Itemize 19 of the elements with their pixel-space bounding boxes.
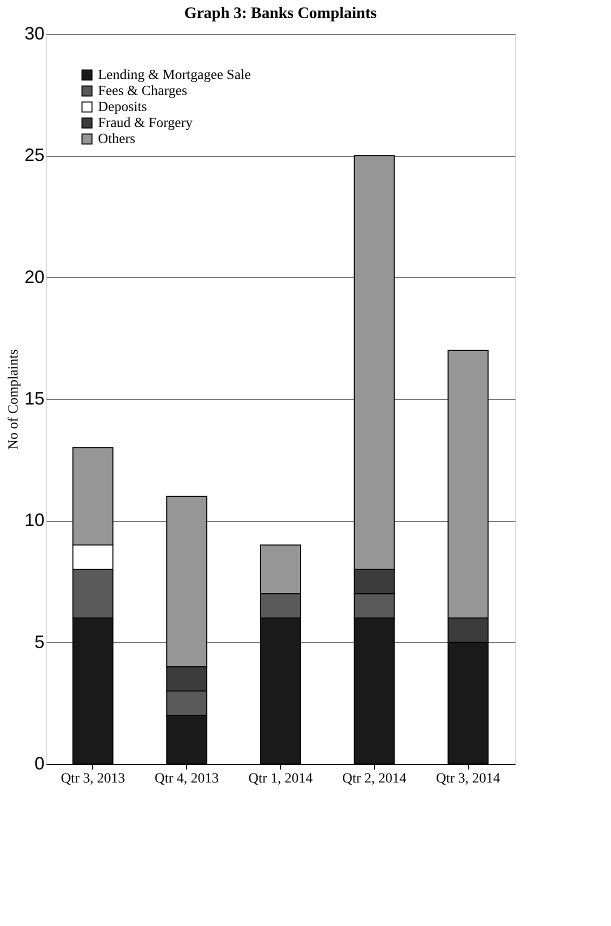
x-tick-label: Qtr 3, 2014 [436, 772, 500, 786]
y-tick-label: 0 [34, 754, 44, 774]
y-tick-label: 15 [24, 388, 44, 408]
legend-label: Others [98, 132, 136, 147]
x-tick-label: Qtr 2, 2014 [342, 772, 406, 786]
x-tick-label: Qtr 1, 2014 [248, 772, 313, 786]
y-tick-label: 30 [24, 24, 44, 44]
y-tick-label: 20 [24, 266, 44, 287]
legend-label: Fees & Charges [98, 84, 188, 99]
y-tick-label: 10 [24, 510, 44, 530]
legend-label: Lending & Mortgagee Sale [98, 68, 251, 83]
y-axis-title: No of Complaints [6, 349, 22, 450]
x-tick-label: Qtr 4, 2013 [154, 772, 219, 786]
legend-label: Deposits [98, 100, 147, 115]
y-tick-label: 5 [34, 632, 44, 652]
x-tick-label: Qtr 3, 2013 [60, 772, 125, 786]
chart-title: Graph 3: Banks Complaints [184, 5, 377, 22]
y-tick-label: 25 [24, 145, 44, 166]
legend-label: Fraud & Forgery [98, 116, 193, 131]
